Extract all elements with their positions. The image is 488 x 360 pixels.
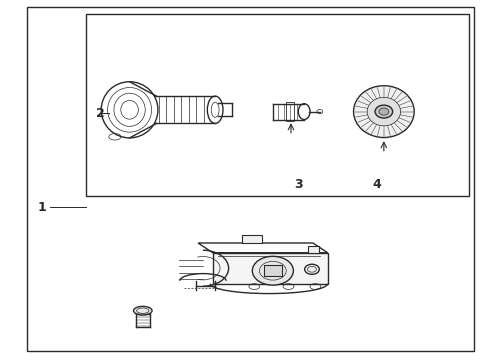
Text: 2: 2 [96,107,104,120]
Circle shape [374,105,392,118]
Polygon shape [212,253,327,284]
Circle shape [378,108,388,115]
Bar [264,265,281,276]
Bar [307,246,318,253]
Bar [85,14,468,196]
Text: 4: 4 [371,178,380,191]
Text: 1: 1 [37,201,46,213]
Text: 3: 3 [293,178,302,191]
Ellipse shape [252,256,293,285]
Ellipse shape [353,86,413,138]
Bar [285,102,294,121]
Ellipse shape [304,264,319,274]
Ellipse shape [366,97,400,126]
Bar [242,235,261,243]
Ellipse shape [133,306,152,315]
